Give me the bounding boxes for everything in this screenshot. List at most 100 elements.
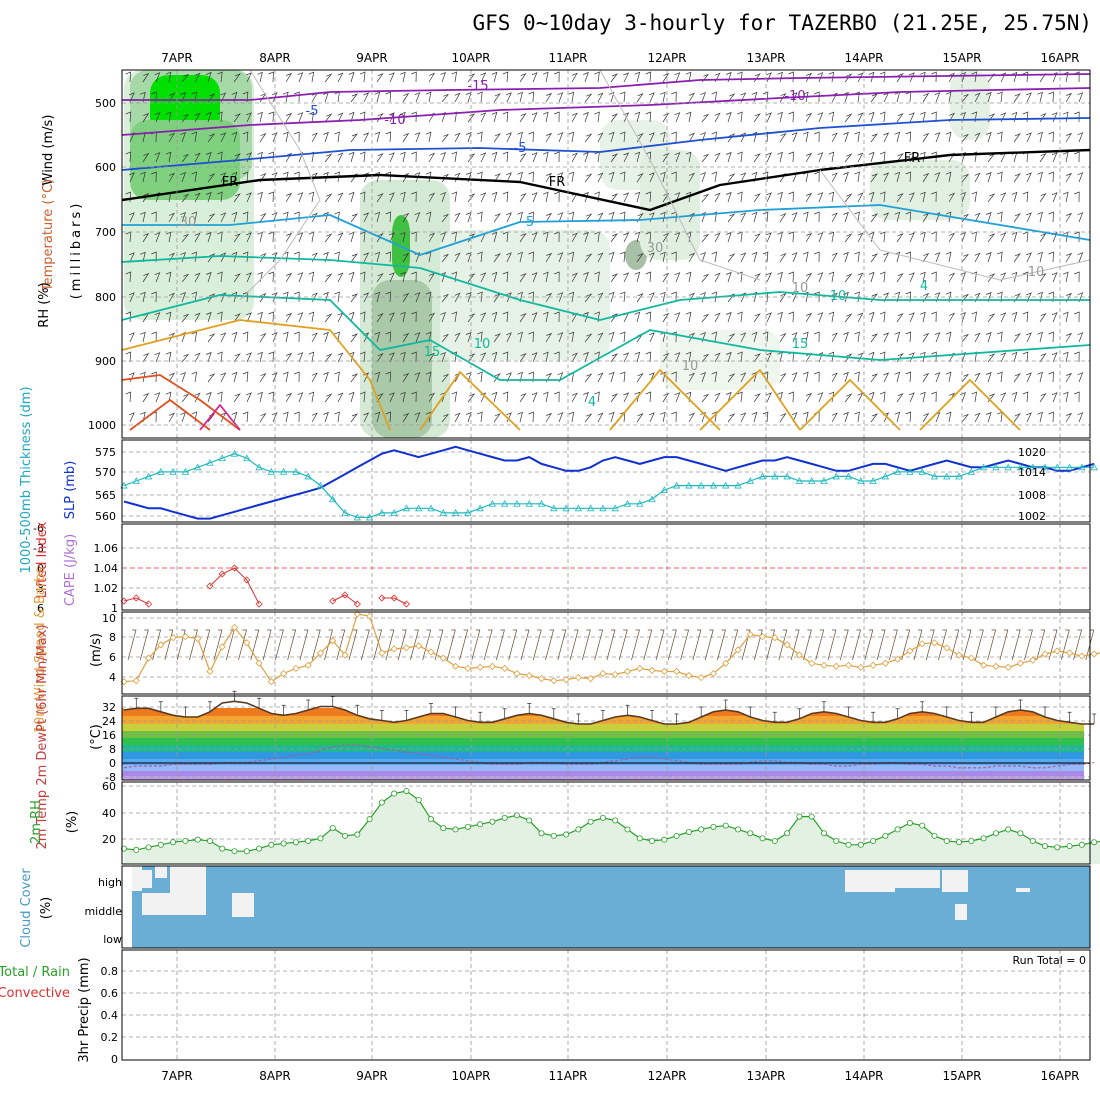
temp-whisker bbox=[207, 701, 212, 712]
wind10-marker bbox=[636, 664, 644, 672]
wind-barb bbox=[1039, 192, 1047, 203]
thickness-marker bbox=[169, 468, 177, 475]
y-tick-label: 1002 bbox=[1018, 510, 1046, 523]
wind-barb bbox=[359, 271, 366, 283]
wind-barb bbox=[285, 392, 293, 403]
wind-barb bbox=[506, 212, 512, 223]
wind-barb bbox=[454, 292, 461, 303]
rh2m-marker bbox=[317, 835, 324, 842]
wind10-barb bbox=[827, 629, 837, 661]
wind-barb bbox=[931, 351, 937, 363]
wind-barb bbox=[828, 231, 835, 243]
wind-barb bbox=[308, 191, 315, 203]
rh2m-marker bbox=[1017, 830, 1024, 837]
cloud-level-low: low bbox=[103, 933, 122, 946]
contour-label: 30 bbox=[647, 241, 664, 256]
wind-barb bbox=[623, 352, 630, 363]
rh2m-marker bbox=[771, 837, 778, 844]
wind-barb bbox=[1026, 372, 1032, 383]
wind-barb bbox=[831, 132, 838, 143]
wind10-barb bbox=[397, 629, 407, 661]
date-label-top: 10APR bbox=[451, 51, 490, 65]
temp-whisker bbox=[355, 704, 360, 716]
wind-barb bbox=[1077, 172, 1084, 183]
wind10-marker bbox=[992, 662, 1000, 670]
wind-barb bbox=[753, 273, 761, 283]
wind-barb bbox=[311, 252, 318, 263]
wind10-barb bbox=[410, 629, 419, 661]
wind-barb bbox=[843, 251, 849, 263]
thickness-marker bbox=[943, 472, 951, 480]
wind-barb bbox=[854, 251, 860, 263]
wind-barb bbox=[791, 132, 798, 143]
temp-whisker bbox=[821, 701, 826, 712]
wind-barb bbox=[945, 211, 952, 223]
wind-barb bbox=[324, 113, 333, 123]
wind-barb bbox=[1022, 71, 1029, 83]
wind-barb bbox=[817, 312, 824, 323]
wind-barb bbox=[428, 312, 436, 323]
wind-barb bbox=[451, 391, 458, 403]
lifted-index-marker bbox=[206, 582, 214, 590]
wind10-marker bbox=[243, 639, 251, 647]
wind-barb bbox=[554, 271, 560, 283]
rh-shade-area bbox=[440, 230, 610, 360]
wind-barb bbox=[337, 72, 344, 83]
wind-barb bbox=[337, 152, 344, 163]
wind-barb bbox=[879, 111, 886, 123]
temp-whisker bbox=[871, 711, 876, 723]
wind-barb bbox=[594, 151, 600, 163]
wind-barb bbox=[477, 211, 483, 223]
wind10-marker bbox=[415, 642, 423, 650]
date-label-bottom: 9APR bbox=[356, 1069, 387, 1083]
wind-barb bbox=[753, 113, 761, 123]
wind-barb bbox=[608, 291, 615, 303]
rh-contour bbox=[819, 169, 1091, 281]
wind-barb bbox=[542, 191, 549, 203]
wind-barb bbox=[623, 72, 630, 83]
wind-barb bbox=[766, 312, 772, 323]
wind10-barb bbox=[667, 629, 677, 661]
wind-barb bbox=[1037, 411, 1043, 423]
wind-barb bbox=[870, 373, 879, 383]
wind-barb bbox=[868, 311, 875, 323]
wind-barb bbox=[350, 213, 359, 223]
wind-barb bbox=[519, 192, 527, 203]
wind-barb bbox=[311, 132, 318, 143]
wind-barb bbox=[727, 213, 736, 223]
wind-barb bbox=[440, 311, 446, 323]
wind-barb bbox=[402, 292, 410, 303]
wind-barb bbox=[701, 353, 709, 363]
wind-barb bbox=[779, 212, 787, 223]
wind-barb bbox=[493, 333, 501, 343]
wind-barb bbox=[701, 273, 709, 283]
wind-barb bbox=[151, 91, 157, 103]
wind10-barb bbox=[876, 629, 886, 661]
thickness-marker bbox=[955, 472, 963, 480]
wind-barb bbox=[725, 311, 732, 323]
wind-barb bbox=[870, 413, 879, 423]
wind-barb bbox=[817, 272, 824, 283]
wind10-marker bbox=[550, 677, 558, 685]
wind-barb bbox=[542, 231, 549, 243]
wind-barb bbox=[467, 353, 476, 363]
wind10-marker bbox=[808, 659, 816, 667]
wind-barb bbox=[844, 313, 853, 323]
wind-barb bbox=[817, 392, 824, 403]
wind-barb bbox=[282, 411, 289, 423]
thickness-marker bbox=[255, 463, 263, 471]
y-tick-label: 560 bbox=[95, 510, 116, 523]
wind-barb bbox=[753, 233, 761, 243]
thickness-marker bbox=[611, 504, 619, 512]
wind-barb bbox=[814, 371, 820, 383]
wind10-barb bbox=[496, 629, 505, 661]
wind-barb bbox=[766, 352, 772, 363]
wind-barb bbox=[1011, 391, 1018, 403]
wind-barb bbox=[428, 72, 436, 83]
wind-barb bbox=[348, 71, 355, 83]
wind-barb bbox=[385, 91, 392, 103]
wind-barb bbox=[802, 211, 809, 223]
rh2m-marker bbox=[624, 826, 631, 833]
